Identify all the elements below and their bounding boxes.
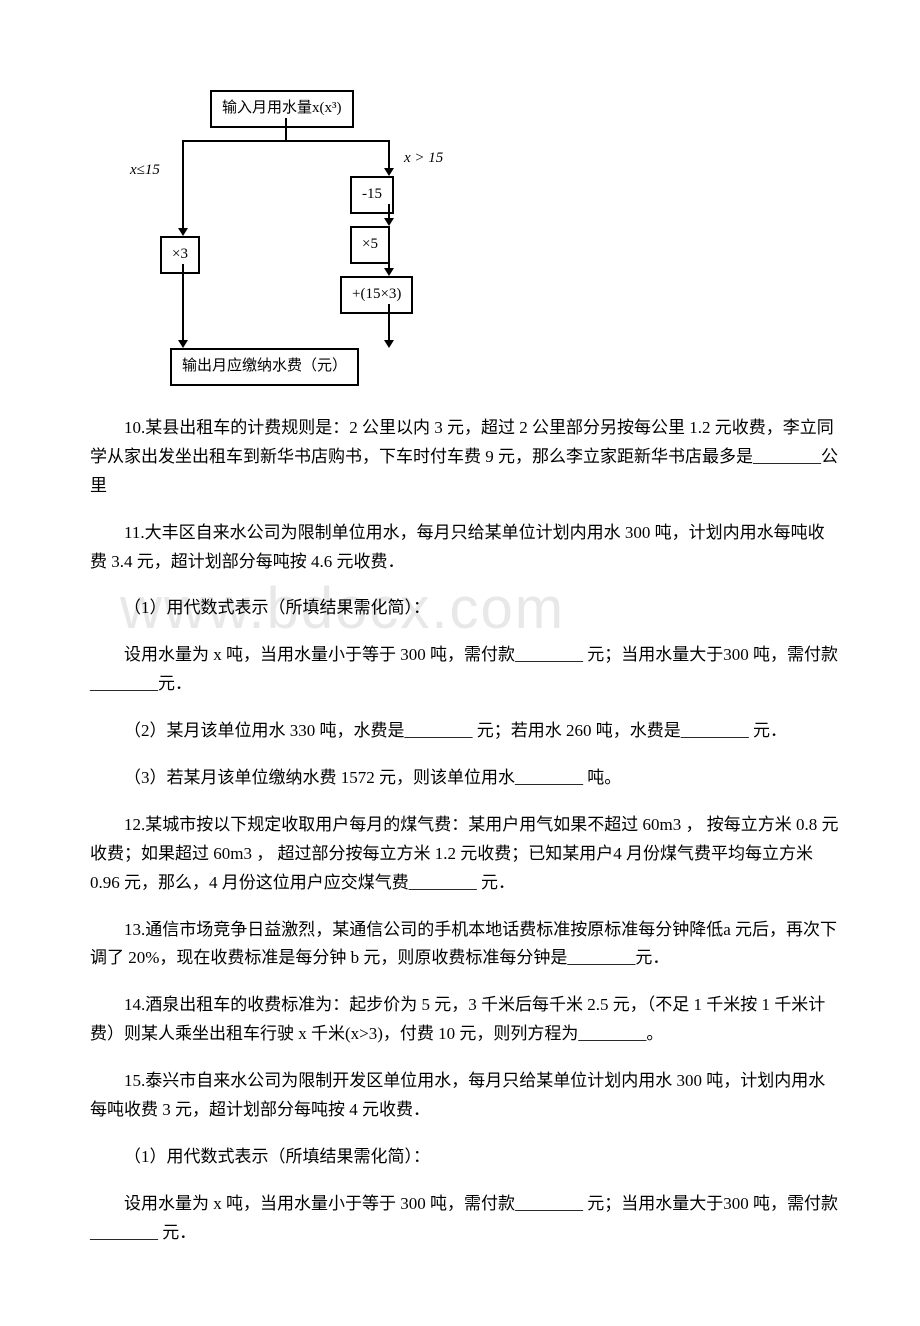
fc-line: [182, 264, 184, 342]
fc-arrow: [178, 228, 188, 236]
question-12: 12.某城市按以下规定收取用户每月的煤气费：某用户用气如果不超过 60m3 ， …: [90, 811, 840, 898]
fc-left-box: ×3: [160, 236, 200, 274]
fc-label-left: x≤15: [130, 158, 160, 184]
fc-arrow: [384, 168, 394, 176]
fc-r3-box: +(15×3): [340, 276, 413, 314]
question-11-1: （1）用代数式表示（所填结果需化简）：: [90, 594, 840, 623]
question-11-1b: 设用水量为 x 吨，当用水量小于等于 300 吨，需付款________ 元；当…: [90, 641, 840, 699]
fc-line: [182, 140, 184, 230]
fc-output-box: 输出月应缴纳水费（元）: [170, 348, 359, 386]
fc-arrow: [384, 340, 394, 348]
fc-line: [388, 304, 390, 342]
fc-arrow: [384, 218, 394, 226]
question-13: 13.通信市场竞争日益激烈，某通信公司的手机本地话费标准按原标准每分钟降低a 元…: [90, 916, 840, 974]
question-11-3: （3）若某月该单位缴纳水费 1572 元，则该单位用水________ 吨。: [90, 764, 840, 793]
fc-line: [182, 140, 390, 142]
question-11-intro: 11.大丰区自来水公司为限制单位用水，每月只给某单位计划内用水 300 吨，计划…: [90, 519, 840, 577]
question-14: 14.酒泉出租车的收费标准为：起步价为 5 元，3 千米后每千米 2.5 元，（…: [90, 991, 840, 1049]
flowchart-diagram: 输入月用水量x(x³) x≤15 ×3 x > 15 -15: [130, 90, 470, 390]
fc-line: [285, 118, 287, 140]
fc-line: [388, 140, 390, 170]
fc-r2-box: ×5: [350, 226, 390, 264]
question-15-1: （1）用代数式表示（所填结果需化简）：: [90, 1143, 840, 1172]
fc-arrow: [384, 268, 394, 276]
fc-label-right: x > 15: [404, 146, 443, 172]
question-15-intro: 15.泰兴市自来水公司为限制开发区单位用水，每月只给某单位计划内用水 300 吨…: [90, 1067, 840, 1125]
fc-arrow: [178, 340, 188, 348]
question-15-1b: 设用水量为 x 吨，当用水量小于等于 300 吨，需付款________ 元；当…: [90, 1190, 840, 1248]
fc-input-box: 输入月用水量x(x³): [210, 90, 354, 128]
question-11-2: （2）某月该单位用水 330 吨，水费是________ 元；若用水 260 吨…: [90, 717, 840, 746]
question-10: 10.某县出租车的计费规则是：2 公里以内 3 元，超过 2 公里部分另按每公里…: [90, 414, 840, 501]
